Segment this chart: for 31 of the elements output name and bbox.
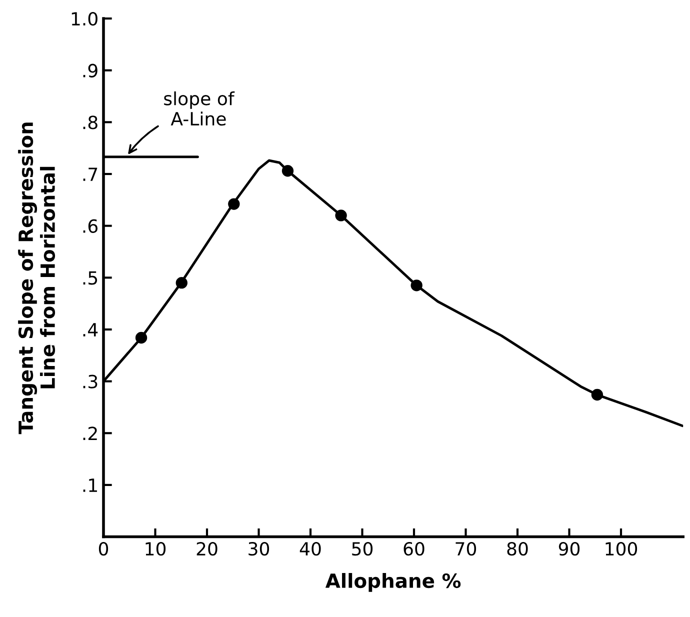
x-tick-label: 60 xyxy=(404,542,424,556)
y-tick-label: .5 xyxy=(83,271,98,285)
y-tick-label: .7 xyxy=(83,168,98,181)
x-tick-label: 40 xyxy=(300,542,321,556)
y-tick-label: 1.0 xyxy=(72,12,98,26)
y-tick-label: .9 xyxy=(83,64,98,78)
y-tick-label: .4 xyxy=(83,323,98,336)
x-tick-label: 90 xyxy=(558,542,580,556)
x-tick-label: 0 xyxy=(98,542,108,556)
point xyxy=(410,280,422,292)
annotation: slope of A-Line xyxy=(164,91,235,126)
point xyxy=(591,388,604,401)
x-tick-label: 10 xyxy=(146,542,166,556)
y-tick-label: .8 xyxy=(83,116,98,130)
x-tick-label: 70 xyxy=(456,542,476,556)
y-axis-title: Tangent Slope of Regression Line from Horizontal xyxy=(18,122,56,434)
x-tick-label: 30 xyxy=(248,542,270,556)
x-tick-label: 50 xyxy=(352,542,373,556)
y-tick-label: .1 xyxy=(83,478,97,492)
point xyxy=(282,165,294,177)
y-tick-label: .2 xyxy=(83,426,97,440)
x-tick-label: 20 xyxy=(196,542,218,556)
point xyxy=(228,198,240,210)
point xyxy=(335,210,347,222)
point xyxy=(135,332,148,344)
point xyxy=(176,276,188,289)
x-axis-title: Allophane % xyxy=(325,573,461,592)
y-tick-label: .3 xyxy=(83,374,98,388)
y-tick-label: .6 xyxy=(83,219,98,233)
x-tick-label: 80 xyxy=(507,542,528,556)
x-tick-label: 100 xyxy=(606,542,638,556)
